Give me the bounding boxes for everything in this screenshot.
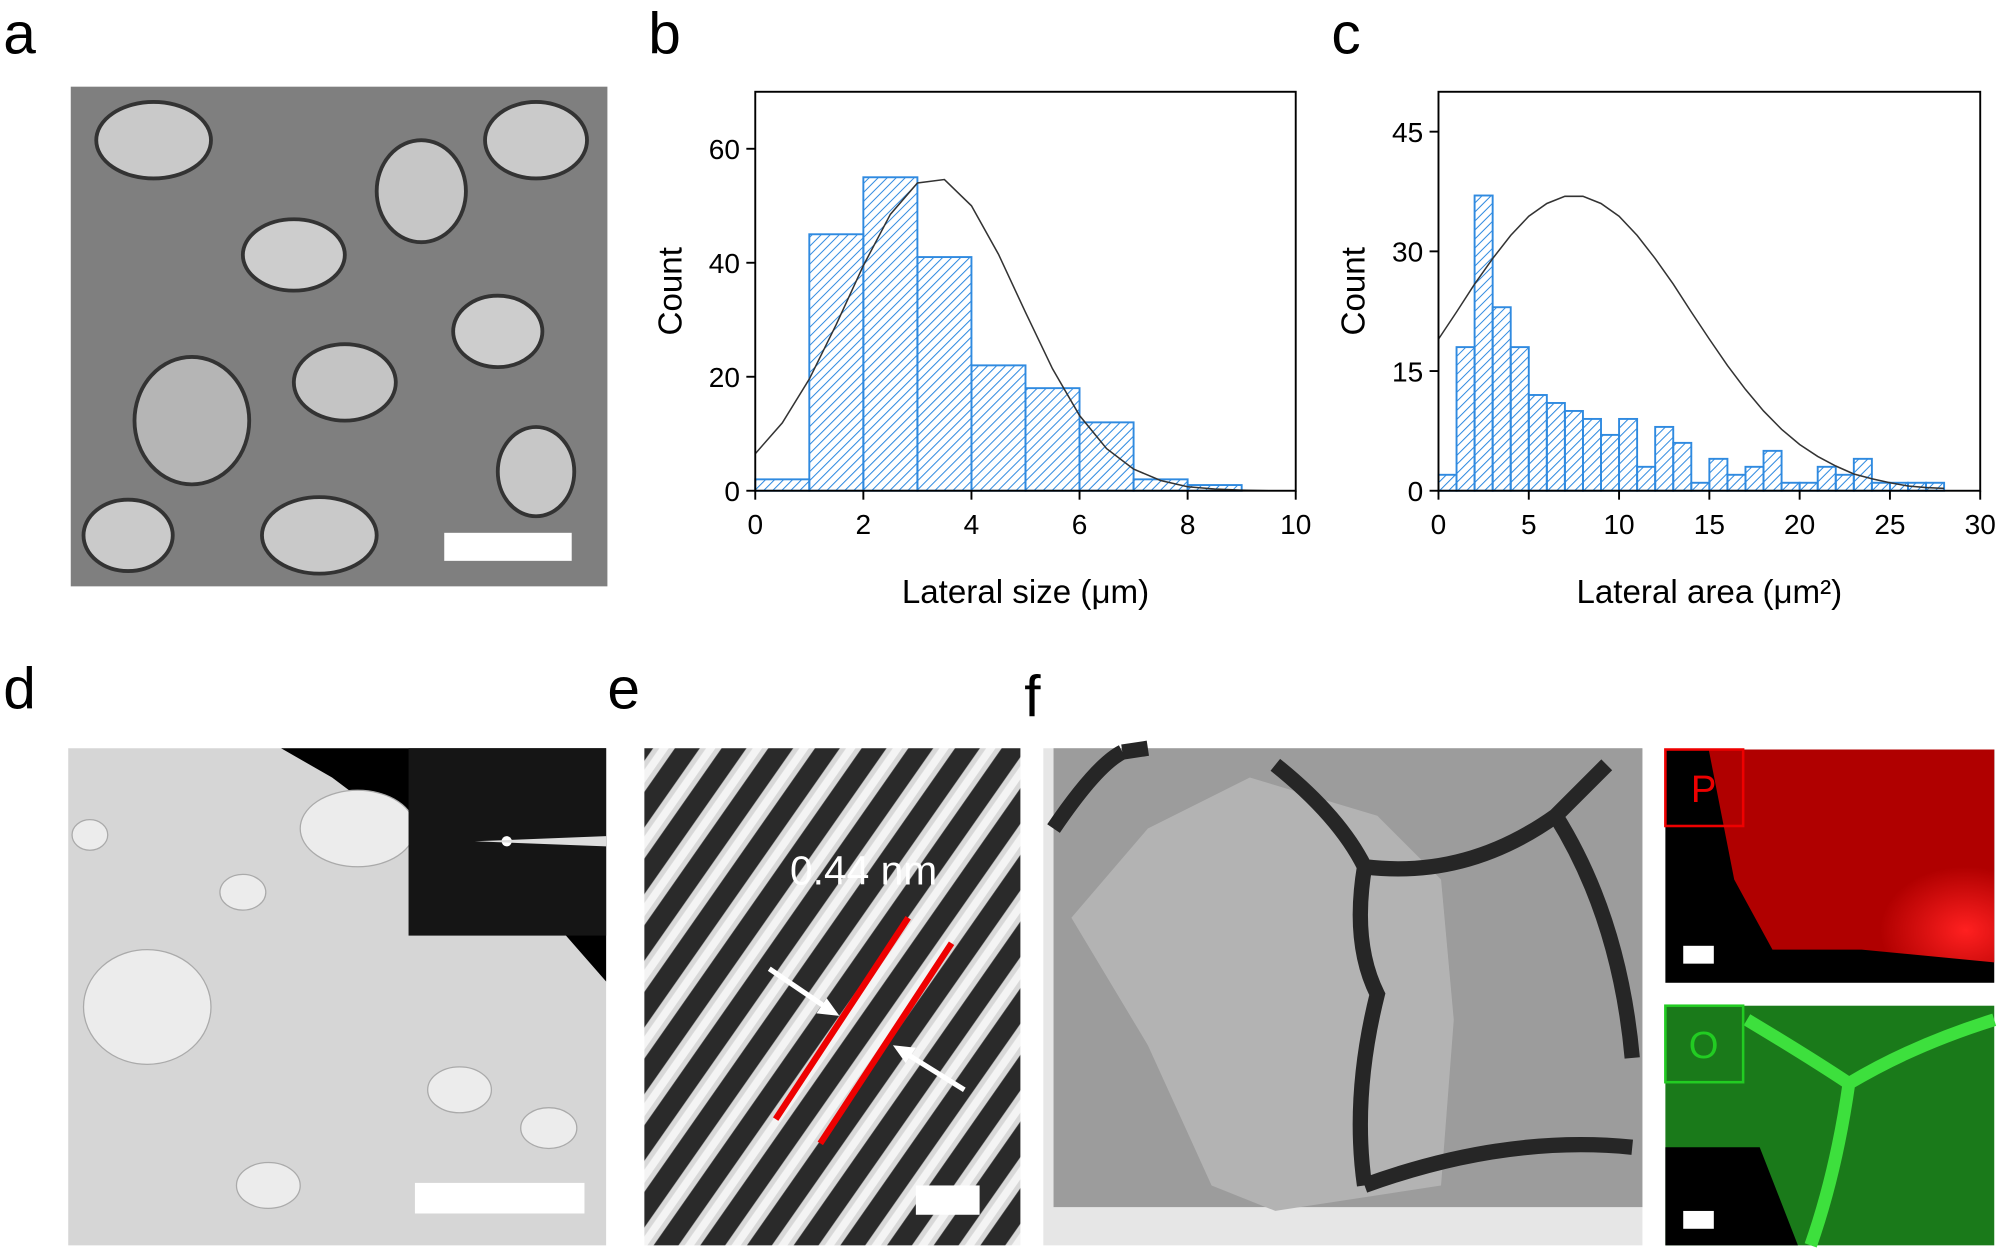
x-tick-label: 5 <box>1521 509 1537 540</box>
panel-label: e <box>607 657 640 722</box>
histogram-bar <box>1834 473 1855 492</box>
y-tick-label: 0 <box>1408 476 1424 507</box>
histogram-bar <box>1636 465 1657 492</box>
panel-label: c <box>1331 2 1360 67</box>
histogram-bar <box>1024 387 1081 492</box>
histogram-bar <box>1491 306 1512 492</box>
y-tick-label: 30 <box>1392 237 1423 268</box>
x-tick-label: 0 <box>1431 509 1447 540</box>
histogram-bar <box>1509 346 1530 492</box>
x-tick-label: 15 <box>1694 509 1725 540</box>
y-tick-label: 20 <box>709 362 740 393</box>
micrograph-f <box>1043 740 1997 1248</box>
y-axis-label: Count <box>1336 247 1373 335</box>
histogram-bar <box>970 364 1027 492</box>
panel-label: f <box>1024 664 1041 729</box>
y-tick-label: 15 <box>1392 356 1423 387</box>
histogram-bar <box>1581 417 1602 492</box>
histogram-bar <box>1708 457 1729 492</box>
panel-label: b <box>648 2 681 67</box>
map-label: O <box>1689 1024 1719 1067</box>
histogram-bar <box>1798 481 1819 492</box>
histogram-bar <box>1744 465 1765 492</box>
histogram-bar <box>1816 465 1837 492</box>
x-tick-label: 25 <box>1874 509 1905 540</box>
histogram-bar <box>1078 421 1135 492</box>
y-tick-label: 45 <box>1392 117 1423 148</box>
histogram-bar <box>1618 417 1639 492</box>
x-tick-label: 10 <box>1603 509 1634 540</box>
x-tick-label: 6 <box>1072 509 1088 540</box>
x-tick-label: 10 <box>1280 509 1311 540</box>
histogram-bar <box>1600 433 1621 492</box>
lattice-spacing: 0.44 nm <box>790 848 937 894</box>
y-tick-label: 0 <box>724 476 740 507</box>
x-axis-label: Lateral area (μm²) <box>1576 574 1842 611</box>
micrograph-d <box>68 748 607 1246</box>
y-axis-label: Count <box>652 247 689 335</box>
x-tick-label: 4 <box>964 509 980 540</box>
micrograph-e <box>644 748 1021 1246</box>
histogram-bar <box>1690 481 1711 492</box>
histogram-bar <box>1726 473 1747 492</box>
x-tick-label: 8 <box>1180 509 1196 540</box>
micrograph-a <box>70 86 608 587</box>
panel-label: a <box>3 2 36 67</box>
x-axis-label: Lateral size (μm) <box>902 574 1149 611</box>
histogram-bar <box>1870 481 1891 492</box>
histogram-bar <box>1545 402 1566 492</box>
x-tick-label: 0 <box>747 509 763 540</box>
histogram-bar <box>1563 409 1584 492</box>
histogram-bar <box>1925 481 1946 492</box>
histogram-bar <box>862 176 919 492</box>
x-tick-label: 2 <box>856 509 872 540</box>
histogram-bar <box>1437 473 1458 492</box>
x-tick-label: 30 <box>1965 509 1996 540</box>
fit-curve <box>754 178 1296 492</box>
histogram-bar <box>916 256 973 492</box>
histogram-bar <box>1762 449 1783 492</box>
panel-label: d <box>3 657 36 722</box>
y-tick-label: 40 <box>709 248 740 279</box>
plot-frame <box>754 90 1297 492</box>
histogram-bar <box>1672 441 1693 492</box>
y-tick-label: 60 <box>709 134 740 165</box>
histogram-bar <box>1527 394 1548 492</box>
histogram-bar <box>1654 425 1675 492</box>
histogram-bar <box>1455 346 1476 492</box>
fit-curve <box>1437 195 1945 490</box>
histogram-bar <box>754 478 811 492</box>
histogram-bar <box>1780 481 1801 492</box>
histogram-bar <box>1473 194 1494 492</box>
map-label: P <box>1691 768 1717 811</box>
x-tick-label: 20 <box>1784 509 1815 540</box>
